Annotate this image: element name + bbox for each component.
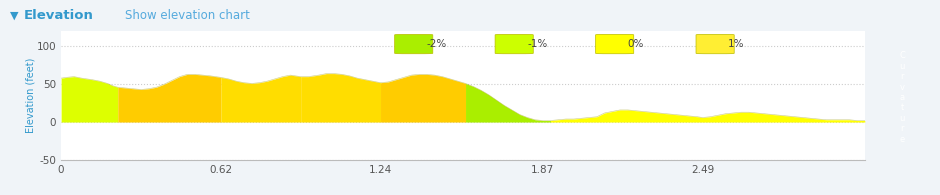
Text: Elevation: Elevation — [24, 9, 94, 22]
FancyBboxPatch shape — [696, 34, 734, 54]
FancyBboxPatch shape — [495, 34, 533, 54]
Text: 1%: 1% — [728, 39, 744, 49]
FancyBboxPatch shape — [395, 34, 432, 54]
Text: -1%: -1% — [527, 39, 547, 49]
Y-axis label: Elevation (feet): Elevation (feet) — [25, 58, 35, 133]
FancyBboxPatch shape — [596, 34, 634, 54]
Text: C
u
r
v
a
t
u
r
e: C u r v a t u r e — [900, 51, 905, 144]
Text: 0%: 0% — [628, 39, 644, 49]
Text: Show elevation chart: Show elevation chart — [125, 9, 250, 22]
Text: -2%: -2% — [427, 39, 447, 49]
Text: ▼: ▼ — [10, 11, 19, 20]
